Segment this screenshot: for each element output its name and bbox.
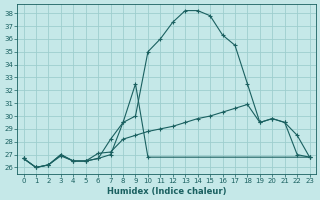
X-axis label: Humidex (Indice chaleur): Humidex (Indice chaleur) bbox=[107, 187, 226, 196]
